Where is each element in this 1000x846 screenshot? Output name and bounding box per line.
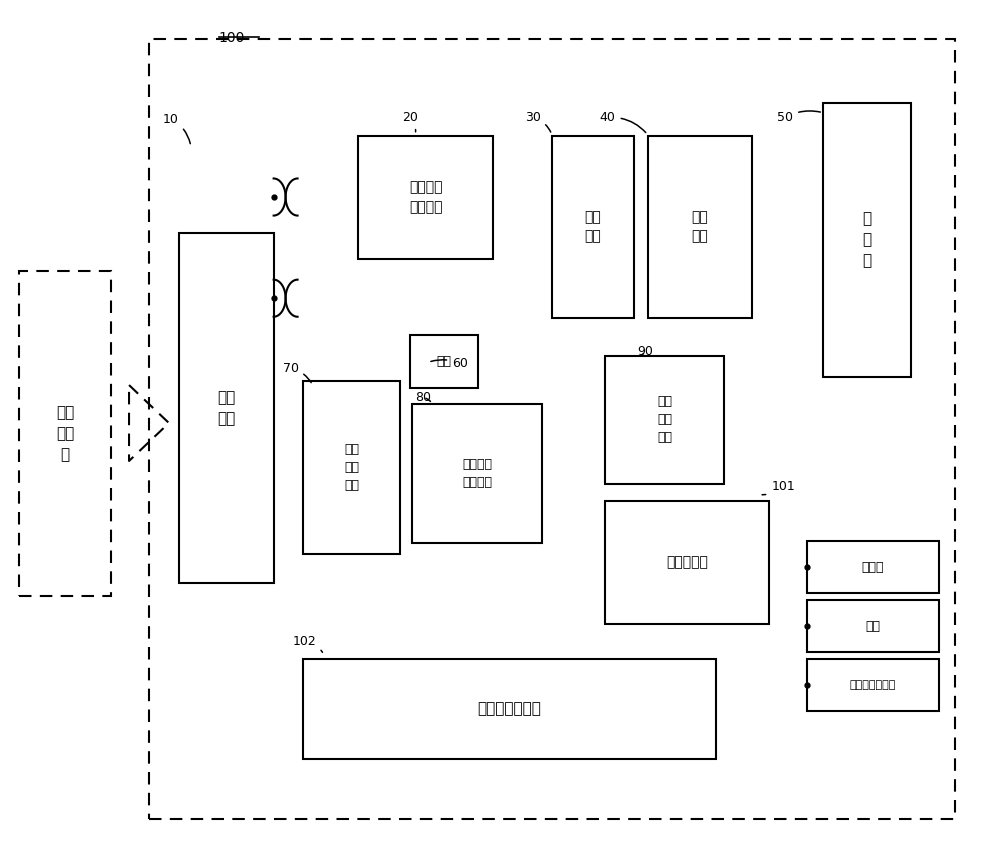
Bar bbox=[149, 39, 955, 819]
Bar bbox=[303, 659, 716, 759]
Text: 80: 80 bbox=[415, 391, 431, 404]
Text: 供电
插座: 供电 插座 bbox=[217, 390, 235, 426]
Text: 50: 50 bbox=[777, 111, 820, 124]
Text: 101: 101 bbox=[762, 481, 795, 495]
Text: 40: 40 bbox=[600, 111, 646, 133]
Text: 显示屏: 显示屏 bbox=[862, 561, 884, 574]
Text: 90: 90 bbox=[638, 345, 653, 359]
Text: 键盘: 键盘 bbox=[865, 620, 880, 633]
Bar bbox=[412, 404, 542, 543]
Bar bbox=[303, 381, 400, 553]
Bar bbox=[358, 136, 493, 259]
Bar bbox=[605, 355, 724, 484]
Bar bbox=[807, 659, 939, 711]
Text: 直流电能
采集电路: 直流电能 采集电路 bbox=[462, 458, 492, 489]
Text: 开关
控制
线圈: 开关 控制 线圈 bbox=[657, 395, 672, 444]
Text: 60: 60 bbox=[431, 357, 468, 371]
Text: 芯片及芯片外设: 芯片及芯片外设 bbox=[478, 701, 541, 717]
Bar bbox=[410, 335, 478, 387]
Bar bbox=[19, 272, 111, 596]
Bar bbox=[807, 600, 939, 652]
Bar bbox=[179, 233, 274, 583]
Bar bbox=[605, 502, 769, 624]
Bar bbox=[807, 541, 939, 593]
Text: 102: 102 bbox=[293, 635, 322, 652]
Text: 充电
插座: 充电 插座 bbox=[692, 210, 708, 244]
Text: 70: 70 bbox=[283, 362, 311, 382]
Text: 电
池
包: 电 池 包 bbox=[862, 212, 872, 268]
Text: 直流零磁
通互感器: 直流零磁 通互感器 bbox=[409, 181, 442, 214]
Text: 接口模拟器: 接口模拟器 bbox=[666, 556, 708, 569]
Text: 电阻
分压
网络: 电阻 分压 网络 bbox=[344, 442, 359, 492]
Text: 第一电源变换器: 第一电源变换器 bbox=[850, 680, 896, 690]
Bar bbox=[648, 136, 752, 317]
Text: 30: 30 bbox=[525, 111, 551, 132]
Bar bbox=[823, 102, 911, 376]
Bar bbox=[552, 136, 634, 317]
Text: 开关
单元: 开关 单元 bbox=[584, 210, 601, 244]
Text: 10: 10 bbox=[163, 113, 190, 144]
Text: 100: 100 bbox=[219, 31, 245, 45]
Text: 直流
充电
桩: 直流 充电 桩 bbox=[56, 405, 74, 462]
Text: 20: 20 bbox=[402, 111, 418, 132]
Text: 电阻: 电阻 bbox=[437, 355, 452, 368]
